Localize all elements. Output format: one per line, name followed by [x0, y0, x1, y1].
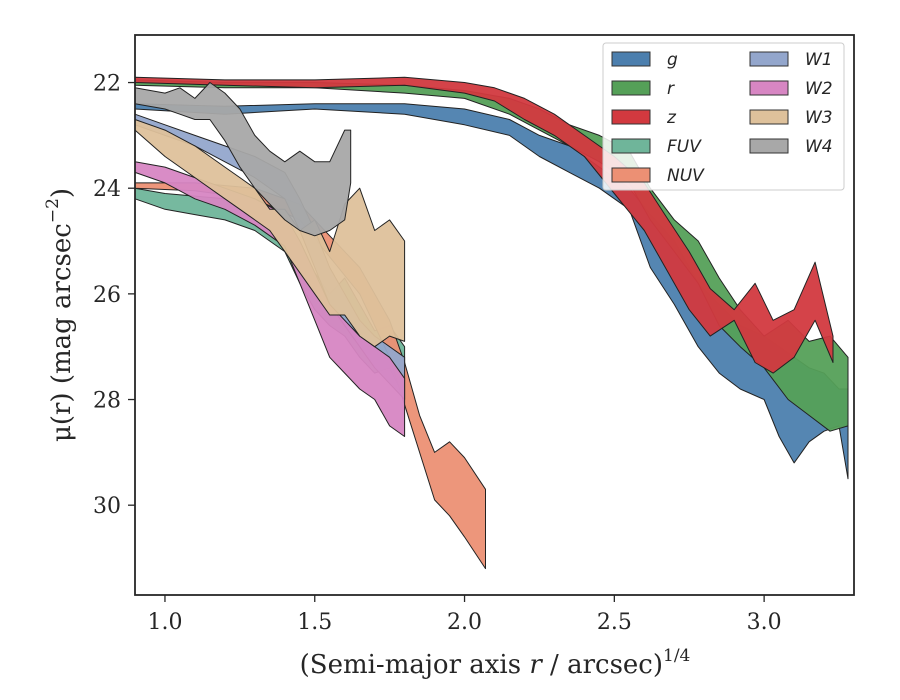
y-axis-label-close: ) [47, 188, 77, 198]
legend-swatch-z [611, 109, 651, 125]
legend-swatch-r [611, 80, 651, 96]
x-tick-label: 1.0 [147, 610, 182, 635]
y-tick-label: 28 [93, 389, 121, 414]
y-axis-ticks: 22 24 26 28 30 [93, 72, 135, 519]
y-axis-label: μ(r) (mag arcsec−2) [43, 188, 77, 442]
legend-label-r: r [667, 79, 675, 99]
y-axis-label-main: μ(r) (mag arcsec [47, 223, 77, 442]
y-tick-label: 24 [93, 177, 121, 202]
x-tick-label: 1.5 [297, 610, 332, 635]
legend-label-g: g [667, 50, 678, 70]
y-tick-label: 26 [93, 283, 121, 308]
x-axis-label-main: (Semi-major axis r / arcsec) [300, 650, 663, 680]
x-tick-label: 2.5 [597, 610, 632, 635]
plot-frame [134, 34, 855, 596]
legend-swatch-nuv [611, 167, 651, 183]
legend-label-w2: W2 [805, 79, 833, 99]
legend-label-w4: W4 [805, 137, 833, 157]
x-axis-label-power: 1/4 [663, 646, 690, 666]
y-axis-label-power: −2 [43, 198, 63, 223]
legend-label-w3: W3 [805, 108, 833, 128]
legend: grz FUV NUV W1 W2 W3 W4 [602, 42, 845, 191]
y-tick-label: 22 [93, 72, 121, 97]
legend-swatch-fuv [611, 138, 651, 154]
x-axis-label: (Semi-major axis r / arcsec)1/4 [300, 646, 691, 680]
x-tick-label: 2.0 [447, 610, 482, 635]
legend-label-fuv: FUV [667, 137, 702, 157]
legend-swatch-w4 [749, 138, 789, 154]
legend-swatch-w3 [749, 109, 789, 125]
y-tick-label: 30 [93, 494, 121, 519]
x-tick-label: 3.0 [747, 610, 782, 635]
data-bands [134, 76, 849, 570]
band-w4 [134, 82, 352, 237]
x-axis-ticks: 1.0 1.5 2.0 2.5 3.0 [147, 595, 782, 635]
legend-label-w1: W1 [805, 50, 833, 70]
legend-label-nuv: NUV [667, 166, 705, 186]
legend-swatch-g [611, 51, 651, 67]
legend-label-z: z [666, 108, 677, 128]
legend-swatch-w1 [749, 51, 789, 67]
band-w3 [134, 119, 406, 348]
band-z [134, 76, 834, 374]
legend-swatch-w2 [749, 80, 789, 96]
